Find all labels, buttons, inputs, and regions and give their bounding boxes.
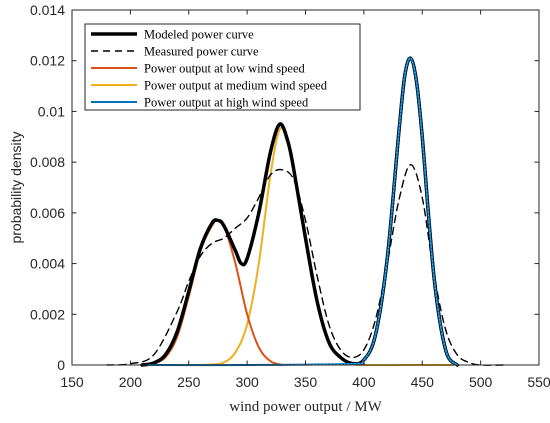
legend-label-power-output-at-medium-wind-speed: Power output at medium wind speed [144, 79, 328, 93]
x-tick-label: 150 [60, 374, 84, 390]
x-tick-label: 500 [469, 374, 493, 390]
x-tick-label: 350 [294, 374, 318, 390]
x-tick-label: 200 [119, 374, 143, 390]
legend: Modeled power curve Measured power curve P… [84, 23, 361, 111]
x-tick-label: 550 [527, 374, 550, 390]
y-tick-label: 0.004 [30, 256, 65, 272]
x-tick-label: 300 [235, 374, 259, 390]
y-tick-label: 0.014 [30, 2, 65, 18]
x-axis-label: wind power output / MW [229, 399, 382, 415]
legend-label-measured-power-curve: Measured power curve [144, 45, 259, 59]
x-tick-label: 250 [177, 374, 201, 390]
y-tick-label: 0 [57, 357, 65, 373]
legend-label-power-output-at-high-wind-speed: Power output at high wind speed [144, 96, 309, 110]
legend-label-modeled-power-curve: Modeled power curve [144, 28, 254, 42]
series-line-high-overlay [147, 57, 458, 366]
y-axis-label: probability density [8, 131, 24, 243]
legend-label-power-output-at-low-wind-speed: Power output at low wind speed [144, 62, 305, 76]
x-tick-label: 400 [352, 374, 376, 390]
x-ticks: 150 200 250 300 350 400 450 500 550 [60, 10, 550, 390]
y-tick-label: 0.01 [38, 103, 65, 119]
y-ticks: 0 0.002 0.004 0.006 0.008 0.01 0.012 0.014 [30, 2, 539, 373]
y-tick-label: 0.012 [30, 53, 65, 69]
y-tick-label: 0.006 [30, 205, 65, 221]
series-layer [106, 56, 505, 367]
y-tick-label: 0.008 [30, 154, 65, 170]
x-tick-label: 450 [411, 374, 435, 390]
y-tick-label: 0.002 [30, 306, 65, 322]
